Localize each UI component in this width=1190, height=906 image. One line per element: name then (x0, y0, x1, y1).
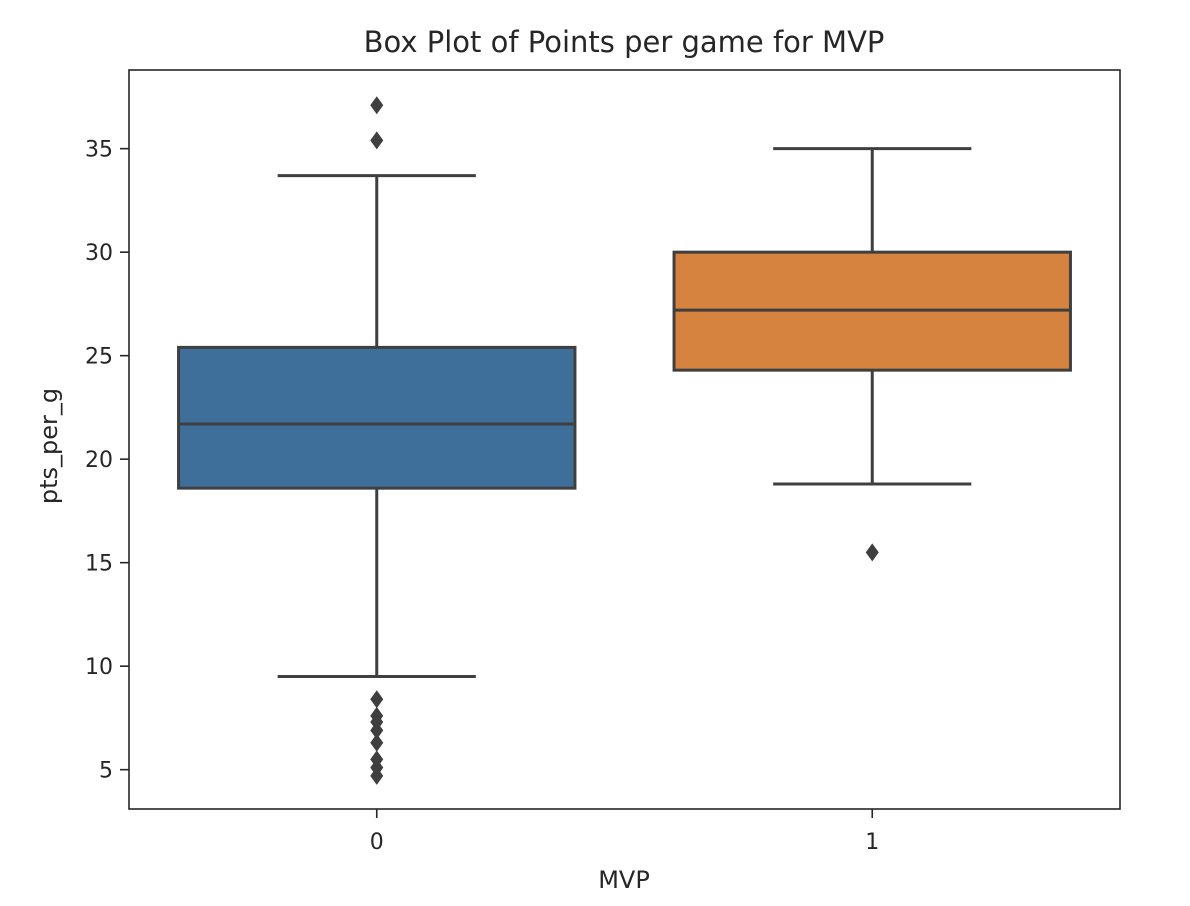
iqr-box (177, 345, 577, 490)
y-tick-label: 35 (85, 138, 113, 163)
plot-area (177, 96, 1072, 785)
plot-frame (128, 69, 1121, 810)
box-group-1 (672, 147, 1072, 562)
outlier-point (370, 131, 384, 150)
y-tick-label: 10 (85, 655, 113, 680)
y-tick-label: 20 (85, 448, 113, 473)
outlier-point (865, 543, 879, 562)
outlier-point (370, 733, 384, 752)
y-tick-label: 30 (85, 241, 113, 266)
y-axis-label: pts_per_g (35, 388, 63, 504)
outlier-point (370, 766, 384, 785)
y-tick-label: 25 (85, 345, 113, 370)
y-tick-label: 5 (99, 759, 113, 784)
y-axis: 5 10 15 20 25 30 35 (85, 138, 129, 784)
x-axis-label: MVP (598, 866, 650, 894)
outlier-point (370, 721, 384, 740)
y-tick-label: 15 (85, 552, 113, 577)
x-tick-label: 1 (865, 830, 879, 855)
outlier-point (370, 690, 384, 709)
x-tick-label: 0 (370, 830, 384, 855)
box-group-0 (177, 96, 577, 785)
chart-title: Box Plot of Points per game for MVP (364, 25, 885, 59)
outlier-point (370, 96, 384, 115)
